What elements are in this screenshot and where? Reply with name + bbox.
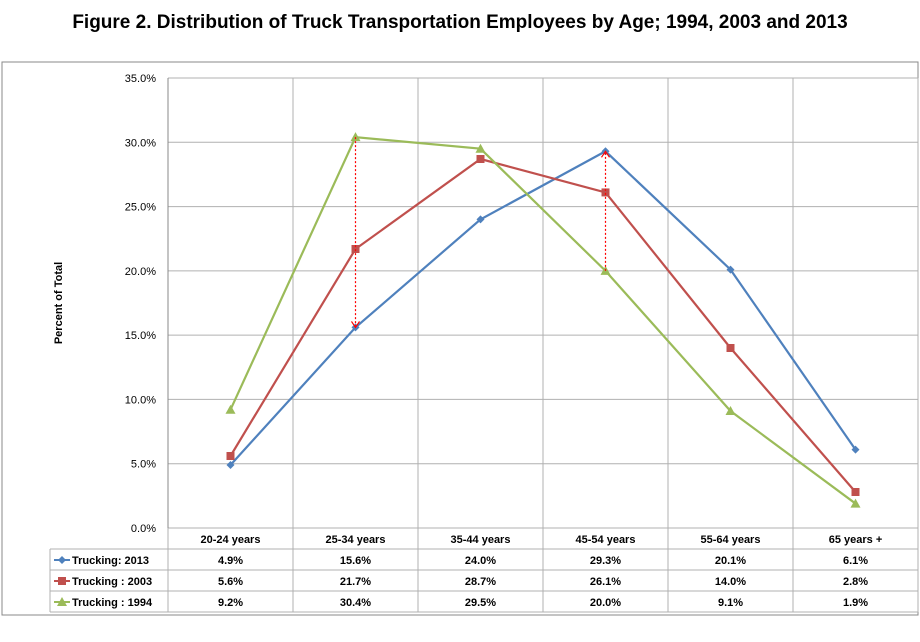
legend-label: Trucking: 2013	[72, 555, 149, 567]
data-table-value: 30.4%	[340, 597, 371, 609]
data-point-square	[58, 577, 66, 585]
data-point-diamond	[851, 445, 860, 454]
data-table-value: 1.9%	[843, 597, 868, 609]
data-table-value: 21.7%	[340, 576, 371, 588]
x-category-label: 45-54 years	[576, 534, 636, 546]
data-point-square	[601, 188, 610, 197]
y-tick-label: 5.0%	[131, 459, 156, 471]
data-table-value: 20.0%	[590, 597, 621, 609]
data-point-diamond	[476, 215, 485, 224]
chart-title: Figure 2. Distribution of Truck Transpor…	[72, 12, 848, 33]
data-table-value: 15.6%	[340, 555, 371, 567]
data-point-diamond	[726, 265, 735, 274]
data-table-value: 4.9%	[218, 555, 243, 567]
data-point-triangle	[850, 498, 861, 508]
y-tick-label: 30.0%	[125, 137, 156, 149]
data-table-value: 26.1%	[590, 576, 621, 588]
data-point-diamond	[226, 461, 235, 469]
data-point-square	[476, 155, 485, 163]
data-point-square	[351, 245, 360, 253]
data-table-value: 5.6%	[218, 576, 243, 588]
series-line	[229, 157, 857, 493]
y-axis-label: Percent of Total	[53, 262, 65, 344]
data-table-value: 2.8%	[843, 576, 868, 588]
data-table-value: 29.5%	[465, 597, 496, 609]
data-table-value: 24.0%	[465, 555, 496, 567]
data-table-value: 14.0%	[715, 576, 746, 588]
y-tick-label: 0.0%	[131, 523, 156, 535]
data-table-value: 20.1%	[715, 555, 746, 567]
data-point-square	[226, 452, 235, 460]
data-table-value: 28.7%	[465, 576, 496, 588]
data-point-square	[851, 488, 860, 496]
data-table-value: 9.2%	[218, 597, 243, 609]
data-table-value: 9.1%	[718, 597, 743, 609]
x-category-label: 25-34 years	[326, 534, 386, 546]
data-point-triangle	[725, 406, 736, 415]
series-line	[229, 135, 857, 505]
y-tick-label: 35.0%	[125, 73, 156, 85]
data-point-triangle	[57, 597, 67, 606]
x-category-label: 20-24 years	[201, 534, 261, 546]
y-tick-label: 25.0%	[125, 202, 156, 214]
x-category-label: 35-44 years	[451, 534, 511, 546]
annotation-arrow-head	[601, 150, 610, 158]
data-point-square	[726, 344, 735, 352]
data-table-value: 6.1%	[843, 555, 868, 567]
legend-label: Trucking : 2003	[72, 576, 152, 588]
y-tick-label: 10.0%	[125, 394, 156, 406]
annotation-arrow-head	[351, 321, 360, 329]
data-point-diamond	[58, 556, 66, 564]
series-line	[229, 149, 857, 466]
x-category-label: 55-64 years	[701, 534, 761, 546]
data-table-value: 29.3%	[590, 555, 621, 567]
data-point-triangle	[350, 132, 361, 142]
legend-label: Trucking : 1994	[72, 597, 153, 609]
data-point-triangle	[475, 143, 486, 153]
y-tick-label: 20.0%	[125, 266, 156, 278]
data-point-triangle	[225, 404, 236, 414]
x-category-label: 65 years +	[829, 534, 883, 546]
y-tick-label: 15.0%	[125, 330, 156, 342]
